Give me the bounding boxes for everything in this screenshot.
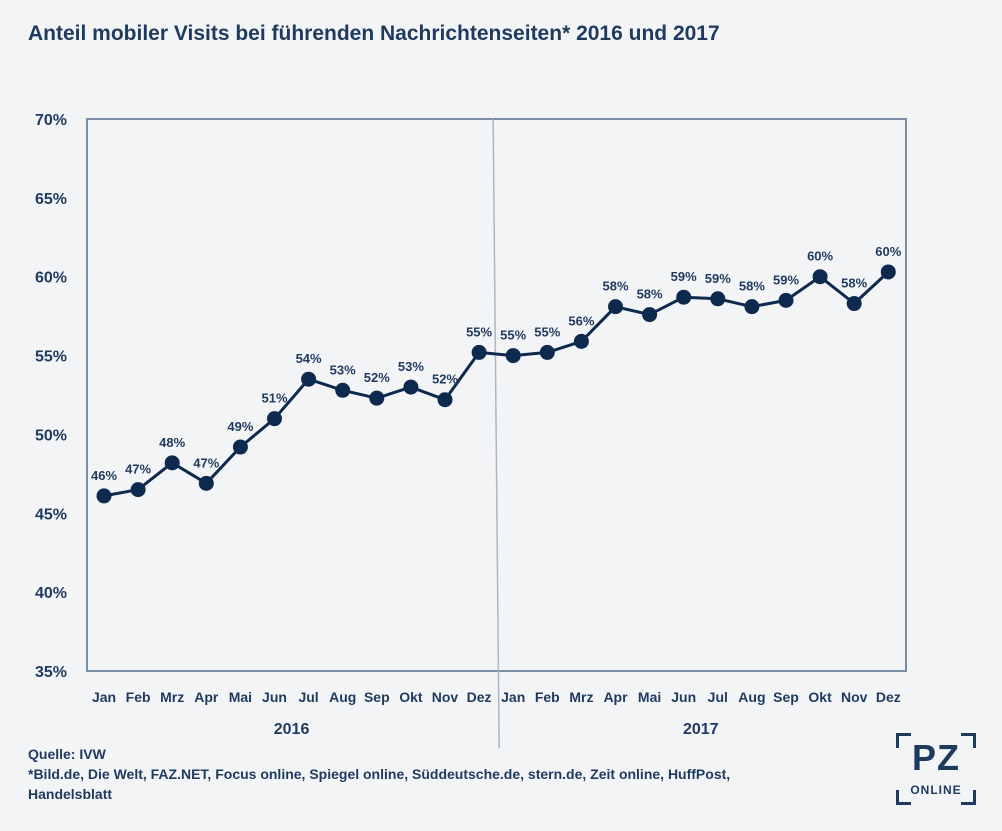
- x-tick-label: Aug: [329, 689, 356, 705]
- year-divider: [492, 118, 500, 749]
- x-tick-label: Okt: [399, 689, 423, 705]
- x-tick-label: Aug: [738, 689, 765, 705]
- data-label: 59%: [773, 272, 799, 287]
- x-tick-label: Sep: [773, 689, 799, 705]
- data-label: 53%: [330, 362, 356, 377]
- chart-title: Anteil mobiler Visits bei führenden Nach…: [28, 22, 720, 45]
- data-label: 54%: [296, 351, 322, 366]
- data-point: [198, 475, 214, 491]
- data-point: [539, 344, 555, 360]
- x-tick-label: Nov: [841, 689, 868, 705]
- data-point: [130, 482, 146, 498]
- data-label: 53%: [398, 359, 424, 374]
- data-label: 58%: [637, 287, 663, 302]
- data-point: [812, 269, 828, 285]
- x-tick-label: Dez: [467, 689, 492, 705]
- sites-note-line-1: *Bild.de, Die Welt, FAZ.NET, Focus onlin…: [28, 766, 731, 782]
- x-tick-label: Jul: [708, 689, 728, 705]
- data-point: [437, 392, 453, 408]
- y-tick-label: 70%: [35, 112, 67, 129]
- x-tick-label: Apr: [603, 689, 628, 705]
- y-tick-label: 55%: [35, 349, 67, 366]
- data-point: [880, 264, 896, 280]
- x-tick-label: Okt: [808, 689, 832, 705]
- x-tick-label: Feb: [126, 689, 151, 705]
- data-label: 52%: [364, 370, 390, 385]
- source-note: Quelle: IVW: [28, 746, 106, 762]
- data-point: [608, 299, 623, 315]
- x-tick-label: Jan: [501, 689, 525, 705]
- logo-main-text: PZ: [911, 737, 960, 778]
- y-tick-label: 35%: [35, 664, 67, 681]
- y-tick-label: 45%: [35, 506, 67, 523]
- data-point: [369, 390, 385, 406]
- data-point: [267, 411, 282, 427]
- data-label: 51%: [261, 391, 287, 406]
- data-point: [573, 333, 589, 349]
- data-point: [164, 455, 180, 471]
- x-tick-label: Jan: [92, 689, 116, 705]
- data-label: 60%: [875, 244, 901, 259]
- x-tick-label: Mai: [638, 689, 661, 705]
- x-tick-label: Mrz: [160, 689, 184, 705]
- data-label: 59%: [705, 271, 731, 286]
- y-tick-label: 40%: [35, 585, 67, 602]
- y-tick-label: 65%: [35, 191, 67, 208]
- data-label: 47%: [125, 462, 151, 477]
- data-point: [642, 307, 658, 323]
- x-tick-label: Jun: [262, 689, 287, 705]
- data-label: 55%: [466, 324, 492, 339]
- x-tick-label: Nov: [432, 689, 459, 705]
- x-tick-label: Jul: [298, 689, 318, 705]
- data-label: 47%: [193, 455, 219, 470]
- data-label: 49%: [227, 419, 253, 434]
- data-point: [335, 382, 351, 398]
- data-label: 58%: [739, 279, 765, 294]
- data-point: [403, 379, 419, 395]
- data-label: 52%: [432, 372, 458, 387]
- footnotes: Quelle: IVW *Bild.de, Die Welt, FAZ.NET,…: [28, 744, 730, 804]
- x-tick-label: Mrz: [569, 689, 593, 705]
- data-label: 58%: [602, 279, 628, 294]
- data-label: 55%: [500, 328, 526, 343]
- data-point: [96, 488, 112, 504]
- data-point: [846, 296, 862, 312]
- data-label: 60%: [807, 249, 833, 264]
- x-tick-label: Feb: [535, 689, 560, 705]
- y-tick-label: 60%: [35, 270, 67, 287]
- data-point: [676, 289, 692, 305]
- x-tick-label: Mai: [229, 689, 252, 705]
- pz-online-logo: PZ ONLINE: [896, 733, 976, 805]
- data-label: 48%: [159, 435, 185, 450]
- data-label: 55%: [534, 324, 560, 339]
- data-point: [744, 299, 760, 315]
- data-label: 46%: [91, 468, 117, 483]
- data-label: 58%: [841, 276, 867, 291]
- data-label: 56%: [568, 313, 594, 328]
- data-point: [232, 439, 248, 455]
- year-label: 2016: [274, 721, 310, 738]
- logo-sub-text: ONLINE: [910, 783, 962, 797]
- data-point: [710, 291, 726, 307]
- x-tick-label: Dez: [876, 689, 901, 705]
- data-point: [471, 344, 487, 360]
- x-tick-label: Sep: [364, 689, 390, 705]
- data-label: 59%: [671, 269, 697, 284]
- x-tick-label: Jun: [671, 689, 696, 705]
- x-tick-label: Apr: [194, 689, 219, 705]
- y-tick-label: 50%: [35, 427, 67, 444]
- plot-frame: [86, 118, 907, 672]
- data-point: [778, 292, 794, 308]
- year-label: 2017: [683, 721, 719, 738]
- data-point: [505, 348, 521, 364]
- sites-note-line-2: Handelsblatt: [28, 786, 113, 802]
- data-point: [301, 371, 317, 387]
